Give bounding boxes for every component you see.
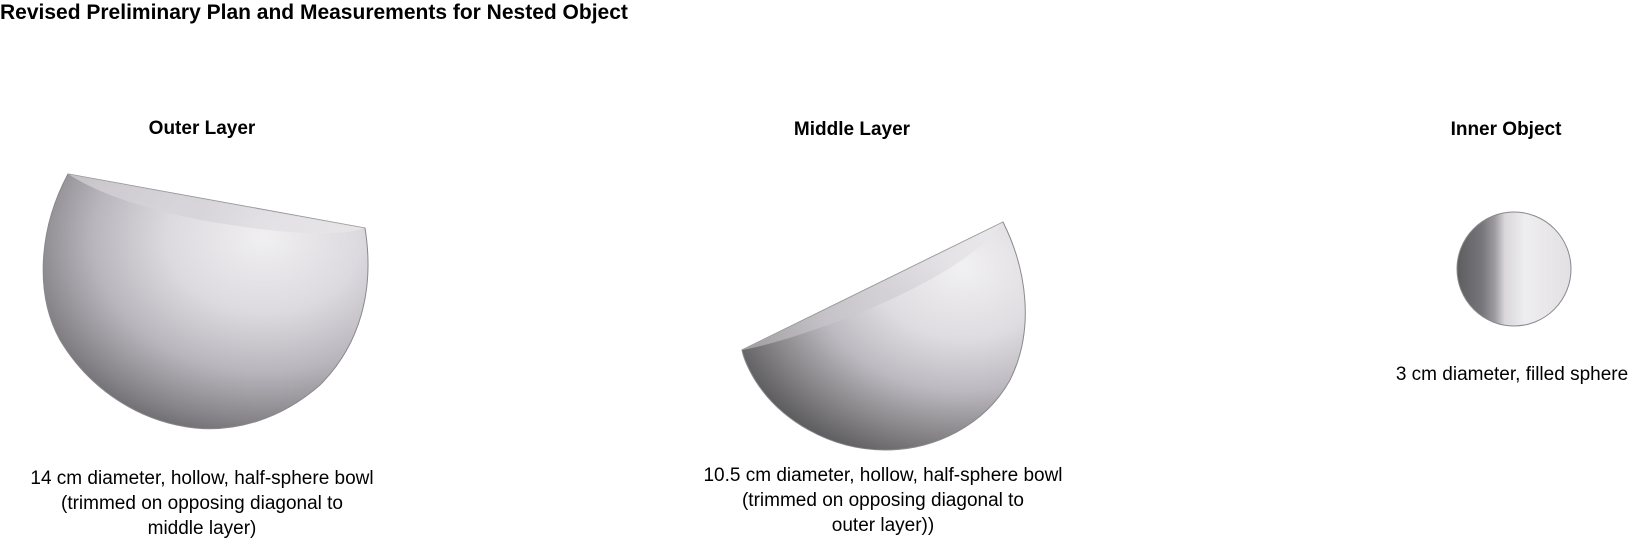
middle-layer-caption-line-2: (trimmed on opposing diagonal to [741, 490, 1024, 511]
middle-layer-caption-line-1: 10.5 cm diameter, hollow, half-sphere bo… [703, 465, 1063, 486]
page-title: Revised Preliminary Plan and Measurement… [0, 1, 628, 24]
middle-layer-title: Middle Layer [793, 119, 911, 140]
middle-layer-caption-line-3: outer layer)) [831, 515, 935, 536]
inner-object-caption-line-1: 3 cm diameter, filled sphere [1395, 364, 1629, 385]
outer-layer-bowl-body [42, 173, 369, 430]
outer-layer-bowl-illustration [42, 173, 369, 430]
middle-layer-bowl-illustration [741, 221, 1026, 451]
middle-layer-bowl-highlight [742, 222, 1003, 350]
outer-layer-caption-line-2: (trimmed on opposing diagonal to [60, 493, 344, 514]
outer-layer-bowl-highlight [68, 174, 365, 234]
inner-object-caption: 3 cm diameter, filled sphere [1396, 362, 1628, 387]
middle-layer-caption: 10.5 cm diameter, hollow, half-sphere bo… [703, 463, 1062, 538]
inner-object-sphere-illustration [1456, 211, 1572, 327]
middle-layer-bowl-body [741, 221, 1026, 451]
outer-layer-caption-line-1: 14 cm diameter, hollow, half-sphere bowl [30, 468, 374, 489]
inner-object-title: Inner Object [1450, 119, 1562, 140]
inner-object-sphere-body [1456, 211, 1572, 327]
outer-layer-caption: 14 cm diameter, hollow, half-sphere bowl… [30, 466, 373, 541]
outer-layer-caption-line-3: middle layer) [147, 518, 257, 539]
outer-layer-title: Outer Layer [148, 118, 256, 139]
